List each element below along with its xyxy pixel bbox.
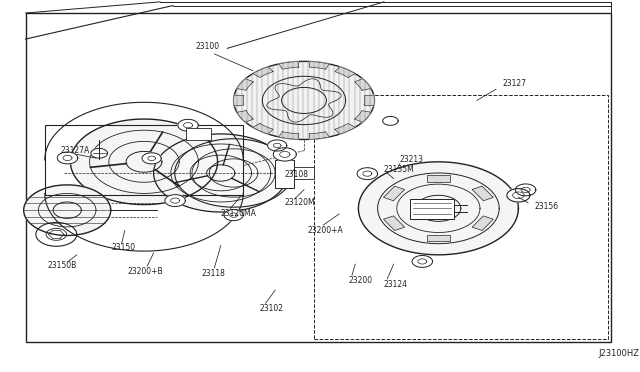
Polygon shape — [507, 189, 530, 202]
Polygon shape — [279, 132, 299, 140]
Text: 23200+B: 23200+B — [128, 267, 164, 276]
Text: 23200: 23200 — [349, 276, 373, 285]
Polygon shape — [234, 61, 374, 140]
Polygon shape — [91, 148, 108, 158]
Text: 23156: 23156 — [534, 202, 559, 211]
Text: 23150B: 23150B — [48, 262, 77, 270]
Polygon shape — [154, 134, 288, 212]
Polygon shape — [357, 168, 378, 180]
Text: 23120M: 23120M — [285, 198, 316, 207]
Text: 23108: 23108 — [285, 170, 309, 179]
Polygon shape — [237, 110, 253, 122]
Bar — [472, 216, 493, 231]
Polygon shape — [383, 116, 398, 125]
Polygon shape — [355, 110, 371, 122]
Bar — [383, 216, 404, 231]
Bar — [291, 167, 314, 179]
Text: 23200+A: 23200+A — [307, 226, 343, 235]
Polygon shape — [70, 119, 218, 205]
Polygon shape — [253, 124, 273, 134]
Polygon shape — [234, 95, 244, 106]
Polygon shape — [515, 184, 536, 196]
Polygon shape — [335, 124, 355, 134]
Polygon shape — [57, 152, 77, 164]
Bar — [428, 175, 450, 182]
Text: 23102: 23102 — [259, 304, 284, 313]
Polygon shape — [364, 95, 374, 106]
Polygon shape — [178, 119, 198, 131]
Bar — [186, 128, 211, 140]
Text: J23100HZ: J23100HZ — [598, 349, 639, 358]
Polygon shape — [309, 132, 329, 140]
Text: 23127A: 23127A — [61, 146, 90, 155]
Polygon shape — [142, 153, 161, 164]
Bar — [472, 186, 493, 201]
Bar — [314, 95, 608, 339]
Polygon shape — [273, 148, 296, 161]
Polygon shape — [237, 79, 253, 90]
Bar — [410, 199, 454, 219]
Text: 23150: 23150 — [112, 243, 136, 252]
Text: 23100: 23100 — [195, 42, 220, 51]
Text: 23127: 23127 — [502, 79, 527, 88]
Polygon shape — [253, 67, 273, 77]
Polygon shape — [24, 185, 111, 235]
Text: 23124: 23124 — [384, 280, 408, 289]
Polygon shape — [165, 195, 186, 206]
Polygon shape — [175, 139, 292, 207]
Bar — [383, 186, 404, 201]
Polygon shape — [36, 222, 77, 246]
Text: 23120MA: 23120MA — [221, 209, 257, 218]
Text: 23118: 23118 — [202, 269, 225, 278]
Polygon shape — [412, 256, 433, 267]
Polygon shape — [224, 209, 243, 221]
Text: 23213: 23213 — [400, 155, 424, 164]
Bar — [428, 235, 449, 241]
Polygon shape — [268, 140, 287, 151]
Polygon shape — [335, 67, 355, 77]
Polygon shape — [309, 61, 329, 69]
Bar — [275, 160, 294, 188]
Bar — [45, 125, 243, 195]
Bar — [26, 13, 611, 342]
Polygon shape — [355, 79, 371, 90]
Polygon shape — [358, 162, 518, 255]
Polygon shape — [279, 61, 299, 69]
Text: 23135M: 23135M — [384, 165, 415, 174]
